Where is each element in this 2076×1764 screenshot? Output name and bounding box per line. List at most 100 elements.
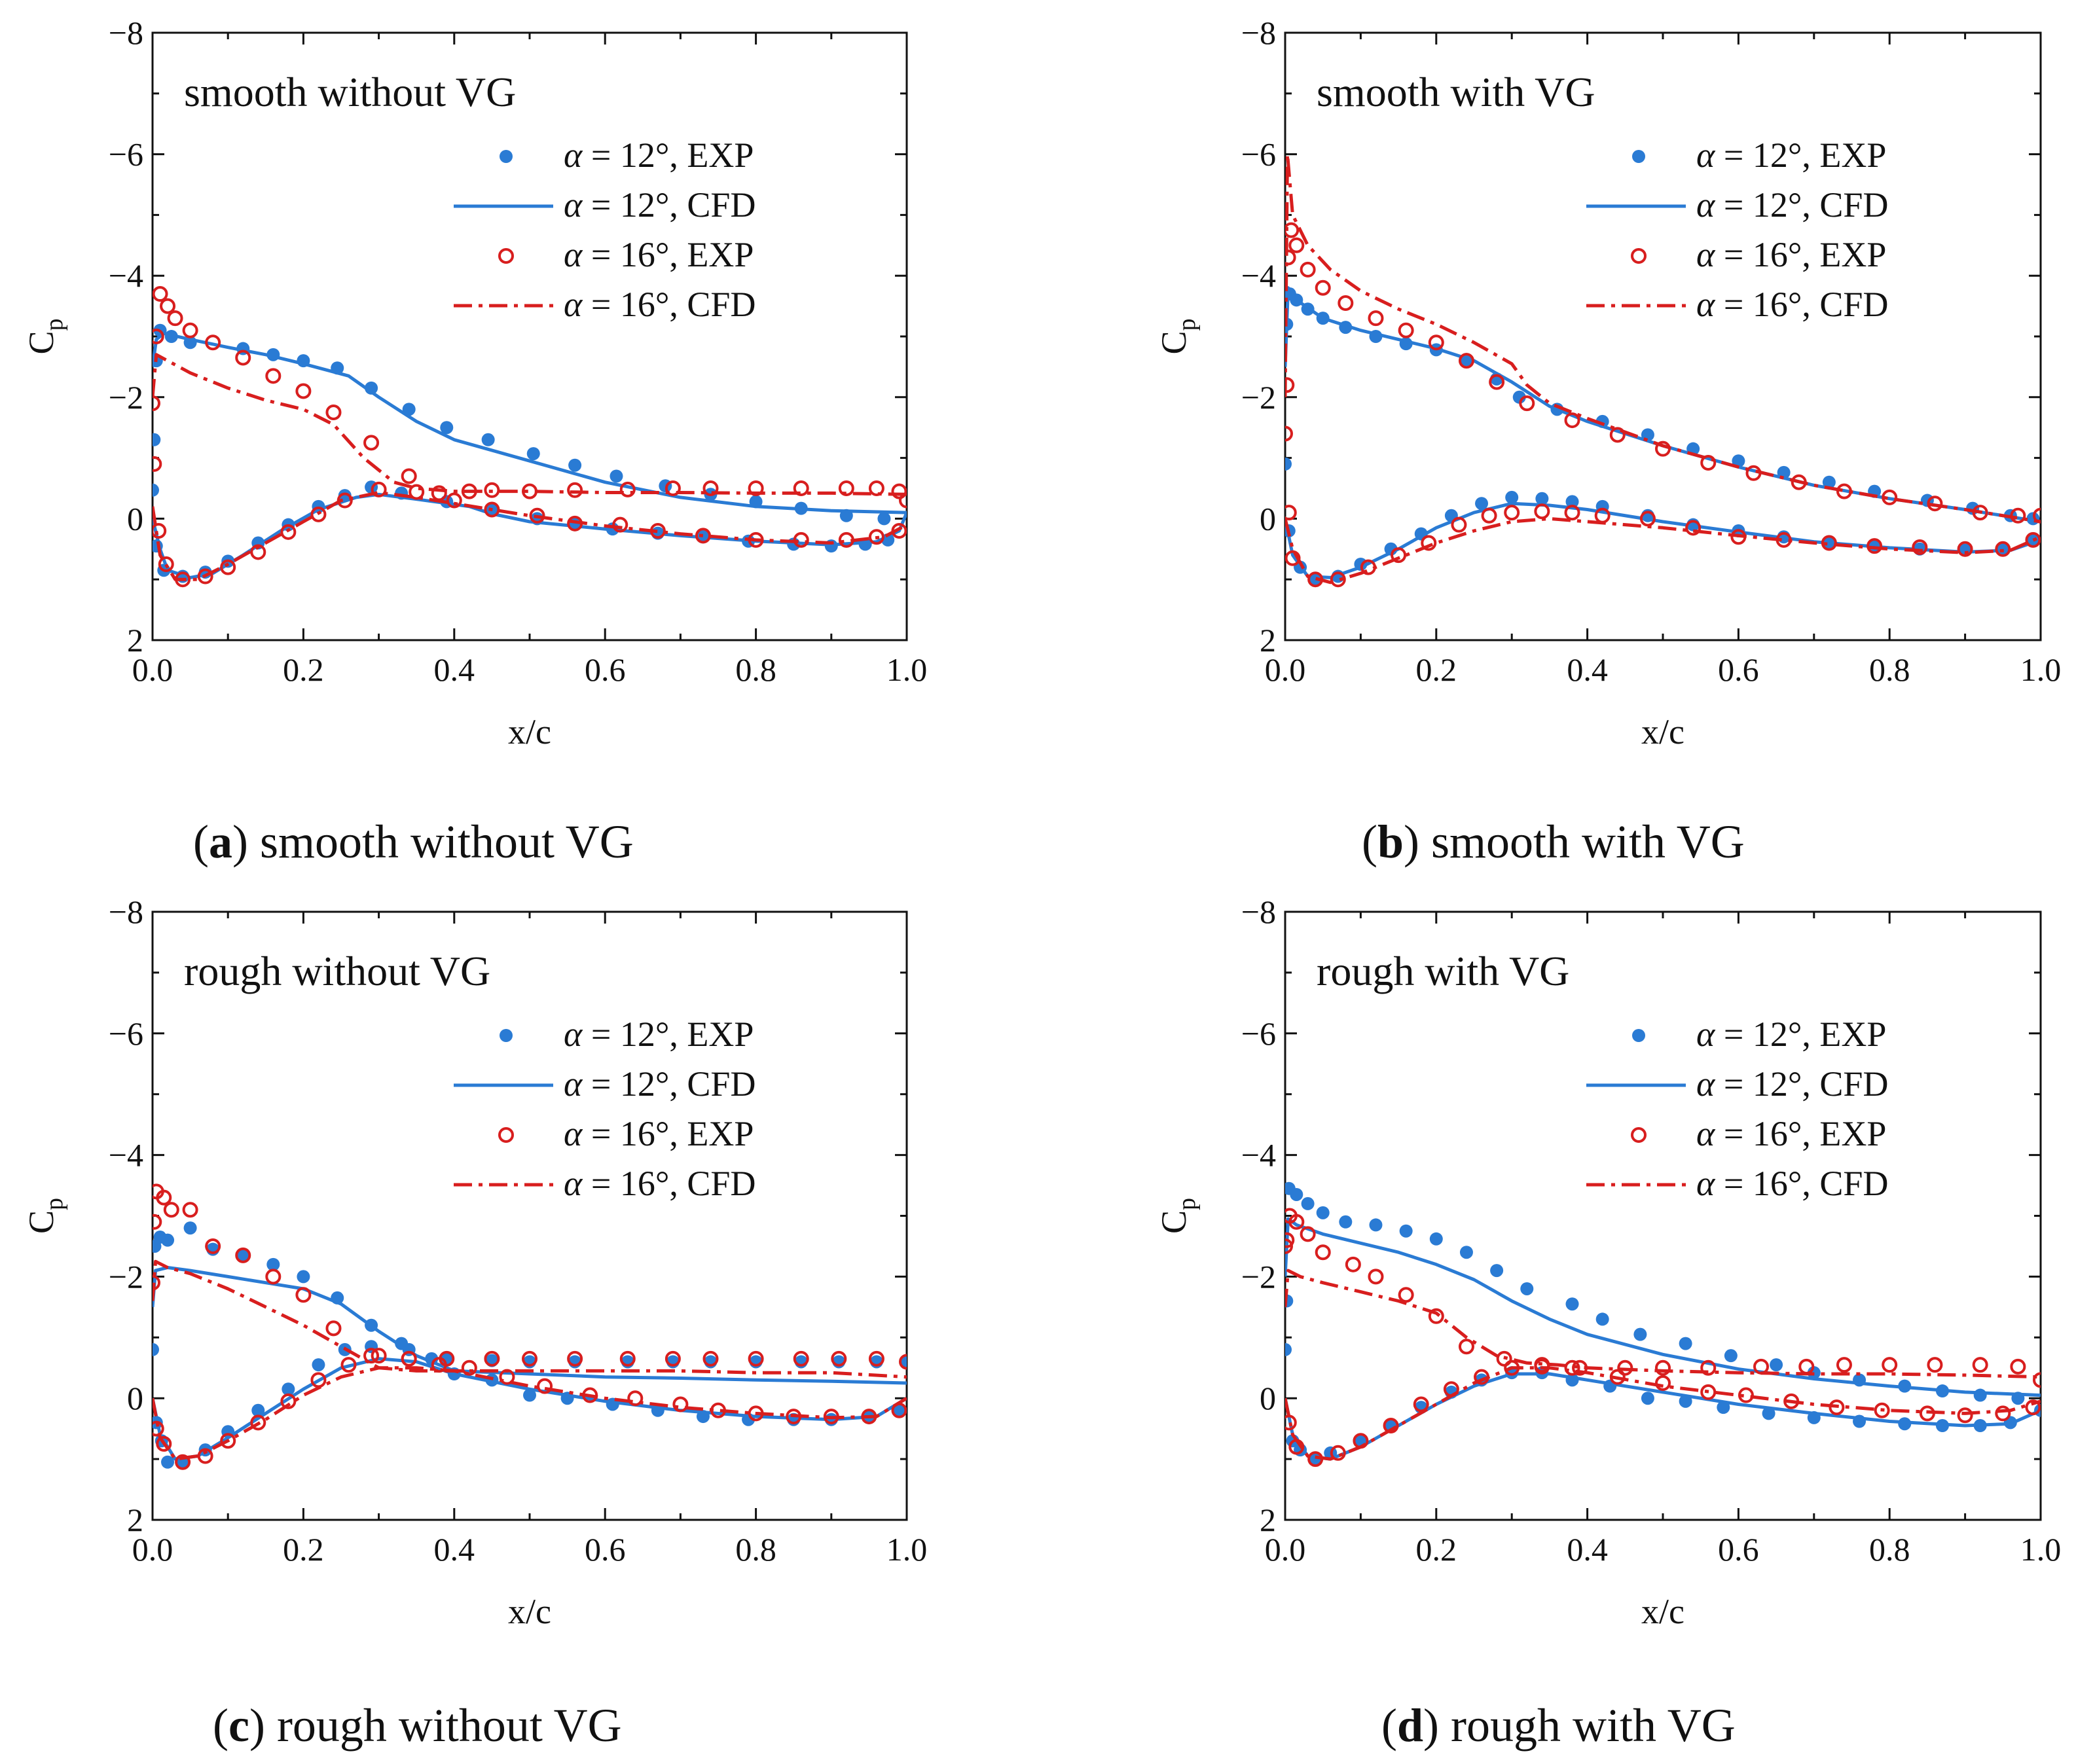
exp-point-16deg [401, 468, 417, 484]
exp-point-16deg [325, 405, 342, 420]
exp-point-16deg [627, 1390, 644, 1407]
x-tick-label: 0.6 [1718, 1531, 1759, 1568]
exp-point-16deg [1829, 1399, 1845, 1416]
y-tick-label: 2 [127, 622, 143, 658]
exp-point-16deg [371, 481, 387, 497]
exp-point-16deg [325, 1320, 342, 1337]
exp-point-12deg [440, 1352, 454, 1365]
cfd-line-12deg-lower [153, 492, 907, 579]
exp-point-16deg [153, 456, 162, 472]
exp-point-16deg [838, 480, 854, 496]
exp-point-16deg [167, 310, 183, 327]
exp-point-16deg [1496, 1350, 1512, 1367]
exp-point-16deg [1617, 1359, 1633, 1376]
exp-point-16deg [1609, 427, 1626, 443]
exp-point-16deg [156, 1189, 172, 1206]
exp-point-16deg [748, 480, 764, 496]
exp-point-12deg [153, 483, 159, 497]
exp-point-16deg [1300, 261, 1316, 278]
exp-point-16deg [153, 522, 167, 539]
exp-point-16deg [205, 334, 221, 351]
exp-point-12deg [251, 1403, 265, 1417]
legend-label: α = 12°, EXP [1696, 135, 1886, 175]
exp-point-16deg [205, 1238, 221, 1254]
chart-panel-d: 0.0 0.2 0.4 0.6 0.8 1.0 −8 −6 −4 −2 0 2 x/c Cp rough w… [1154, 893, 2061, 1631]
exp-point-16deg [446, 492, 462, 509]
exp-point-12deg [1679, 1394, 1692, 1408]
exp-point-12deg [1475, 497, 1489, 511]
x-axis-label: x/c [508, 1592, 551, 1631]
exp-point-16deg [1288, 1214, 1305, 1230]
exp-point-16deg [702, 480, 719, 496]
exp-point-16deg [371, 1348, 387, 1364]
exp-point-16deg [235, 350, 251, 366]
y-tick-label: 0 [1260, 500, 1276, 537]
exp-point-16deg [1345, 1256, 1361, 1272]
exp-point-12deg [1505, 490, 1519, 504]
x-tick-label: 0.6 [585, 1531, 626, 1568]
exp-point-16deg [1882, 1357, 1898, 1373]
exp-point-16deg [363, 435, 380, 451]
exp-point-12deg [1565, 495, 1579, 509]
exp-point-16deg [891, 483, 907, 499]
exp-point-12deg [1285, 457, 1292, 471]
cfd-line-16deg-lower [153, 1366, 907, 1461]
plot-frame [151, 910, 908, 1521]
y-tick-label: −6 [1241, 136, 1276, 173]
data-area [153, 1183, 907, 1470]
x-tick-label: 1.0 [886, 651, 928, 688]
exp-point-16deg [702, 1350, 719, 1367]
exp-point-12deg [266, 1257, 280, 1271]
exp-point-12deg [1301, 1197, 1315, 1210]
exp-point-12deg [1641, 1392, 1654, 1405]
legend-marker [500, 1029, 513, 1042]
exp-point-12deg [1595, 1312, 1609, 1326]
exp-point-16deg [1927, 495, 1943, 512]
exp-point-12deg [1762, 1407, 1776, 1420]
exp-point-16deg [1300, 1226, 1316, 1242]
x-tick-label: 0.6 [1718, 651, 1759, 688]
exp-point-16deg [1995, 541, 2011, 557]
exp-point-16deg [160, 298, 176, 314]
exp-point-16deg [868, 1350, 884, 1367]
caption-a: (a) smooth without VG [193, 816, 634, 868]
exp-point-16deg [1700, 455, 1717, 471]
exp-point-16deg [1451, 516, 1467, 533]
data-area [1285, 153, 2041, 588]
exp-point-16deg [567, 482, 583, 498]
exp-point-12deg [1316, 1206, 1330, 1219]
cfd-line-12deg-upper [153, 331, 907, 514]
exp-point-16deg [182, 1202, 198, 1218]
x-tick-label: 0.8 [1869, 651, 1910, 688]
exp-point-16deg [1285, 1232, 1295, 1248]
y-tick-label: −4 [1241, 1137, 1276, 1174]
x-tick-label: 0.4 [434, 651, 475, 688]
cfd-line-16deg-upper [153, 353, 907, 496]
exp-point-16deg [1489, 374, 1505, 390]
exp-point-12deg [1717, 1401, 1730, 1414]
chart-panel-c: 0.0 0.2 0.4 0.6 0.8 1.0 −8 −6 −4 −2 0 2 x/c Cp rough w… [22, 893, 927, 1631]
exp-point-16deg [1481, 507, 1497, 524]
legend-label: α = 12°, EXP [564, 135, 754, 175]
exp-point-16deg [220, 559, 236, 575]
exp-point-12deg [440, 421, 454, 435]
exp-point-16deg [2033, 507, 2041, 524]
exp-point-16deg [1398, 322, 1414, 338]
exp-point-16deg [1338, 295, 1354, 311]
cfd-line-16deg-lower [1285, 1366, 2041, 1461]
exp-point-16deg [153, 1274, 160, 1291]
legend-label: α = 16°, EXP [564, 1114, 754, 1153]
x-axis-label: x/c [1641, 1592, 1684, 1631]
y-tick-label: −2 [109, 379, 143, 416]
exp-point-16deg [280, 524, 297, 540]
exp-point-16deg [363, 1348, 380, 1364]
legend-label: α = 16°, CFD [564, 285, 756, 324]
exp-point-16deg [2033, 1372, 2041, 1388]
y-tick-label: −6 [109, 1015, 143, 1052]
exp-point-16deg [1912, 539, 1928, 556]
exp-point-16deg [899, 1354, 907, 1370]
exp-point-16deg [153, 395, 160, 412]
y-axis-label: Cp [22, 1198, 68, 1234]
exp-point-12deg [1512, 390, 1526, 404]
x-tick-label: 0.2 [283, 1531, 324, 1568]
